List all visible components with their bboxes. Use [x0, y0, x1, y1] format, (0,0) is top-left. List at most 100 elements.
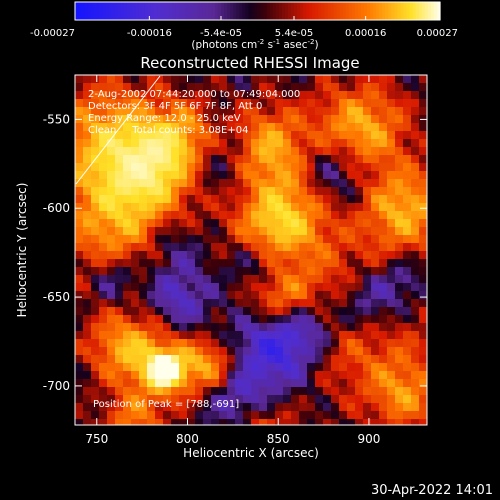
heatmap-cell: [203, 107, 212, 116]
heatmap-cell: [379, 323, 388, 332]
heatmap-cell: [259, 107, 268, 116]
heatmap-cell: [371, 211, 380, 220]
heatmap-cell: [147, 283, 156, 292]
heatmap-cell: [123, 147, 132, 156]
heatmap-cell: [251, 195, 260, 204]
heatmap-cell: [307, 419, 316, 426]
heatmap-cell: [259, 411, 268, 420]
heatmap-cell: [227, 219, 236, 228]
heatmap-cell: [75, 355, 84, 364]
heatmap-cell: [363, 371, 372, 380]
heatmap-cell: [379, 419, 388, 426]
heatmap-cell: [259, 267, 268, 276]
heatmap-cell: [323, 139, 332, 148]
heatmap-cell: [307, 115, 316, 124]
heatmap-cell: [243, 155, 252, 164]
heatmap-cell: [99, 387, 108, 396]
heatmap-cell: [131, 187, 140, 196]
heatmap-cell: [155, 379, 164, 388]
heatmap-cell: [331, 195, 340, 204]
heatmap-cell: [171, 259, 180, 268]
heatmap-cell: [339, 227, 348, 236]
heatmap-cell: [179, 259, 188, 268]
heatmap-cell: [123, 99, 132, 108]
heatmap-cell: [323, 195, 332, 204]
heatmap-cell: [291, 267, 300, 276]
heatmap-cell: [243, 163, 252, 172]
heatmap-cell: [187, 363, 196, 372]
heatmap-cell: [219, 227, 228, 236]
heatmap-cell: [99, 179, 108, 188]
colorbar-segment: [382, 2, 386, 20]
heatmap-cell: [267, 403, 276, 412]
heatmap-cell: [419, 99, 428, 108]
heatmap-cell: [347, 203, 356, 212]
heatmap-cell: [219, 211, 228, 220]
heatmap-cell: [403, 155, 412, 164]
heatmap-cell: [203, 371, 212, 380]
heatmap-cell: [115, 131, 124, 140]
heatmap-cell: [131, 259, 140, 268]
heatmap-cell: [395, 235, 404, 244]
heatmap-cell: [387, 403, 396, 412]
heatmap-cell: [131, 147, 140, 156]
heatmap-cell: [131, 75, 140, 84]
heatmap-cell: [203, 123, 212, 132]
heatmap-cell: [83, 283, 92, 292]
heatmap-cell: [83, 411, 92, 420]
heatmap-cell: [299, 75, 308, 84]
heatmap-cell: [291, 179, 300, 188]
heatmap-cell: [307, 91, 316, 100]
heatmap-cell: [395, 275, 404, 284]
heatmap-cell: [347, 395, 356, 404]
heatmap-cell: [75, 99, 84, 108]
heatmap-cell: [291, 155, 300, 164]
heatmap-cell: [91, 251, 100, 260]
heatmap-cell: [147, 419, 156, 426]
heatmap-cell: [267, 259, 276, 268]
heatmap-cell: [339, 115, 348, 124]
heatmap-cell: [267, 195, 276, 204]
heatmap-cell: [371, 171, 380, 180]
heatmap-cell: [195, 147, 204, 156]
heatmap-cell: [139, 403, 148, 412]
heatmap-cell: [211, 91, 220, 100]
heatmap-cell: [83, 211, 92, 220]
heatmap-cell: [307, 403, 316, 412]
heatmap-cell: [323, 219, 332, 228]
heatmap-cell: [291, 419, 300, 426]
colorbar-segment: [266, 2, 271, 20]
heatmap-cell: [379, 139, 388, 148]
heatmap-cell: [211, 211, 220, 220]
heatmap-cell: [227, 307, 236, 316]
heatmap-cell: [299, 315, 308, 324]
heatmap-cell: [123, 259, 132, 268]
heatmap-cell: [123, 395, 132, 404]
colorbar-segment: [99, 2, 103, 20]
heatmap-cell: [419, 371, 428, 380]
heatmap-cell: [363, 355, 372, 364]
heatmap-cell: [347, 331, 356, 340]
heatmap-cell: [299, 91, 308, 100]
heatmap-cell: [403, 227, 412, 236]
heatmap-cell: [187, 323, 196, 332]
heatmap-cell: [371, 131, 380, 140]
heatmap-cell: [195, 339, 204, 348]
heatmap-cell: [91, 139, 100, 148]
heatmap-cell: [219, 275, 228, 284]
heatmap-cell: [211, 379, 220, 388]
heatmap-cell: [115, 123, 124, 132]
heatmap-cell: [187, 163, 196, 172]
heatmap-cell: [107, 179, 116, 188]
heatmap-cell: [91, 219, 100, 228]
heatmap-cell: [187, 99, 196, 108]
heatmap-cell: [99, 91, 108, 100]
heatmap-cell: [243, 259, 252, 268]
heatmap-cell: [243, 99, 252, 108]
heatmap-cell: [195, 379, 204, 388]
heatmap-cell: [379, 291, 388, 300]
heatmap-cell: [115, 211, 124, 220]
heatmap-cell: [419, 203, 428, 212]
heatmap-cell: [411, 251, 420, 260]
heatmap-cell: [123, 203, 132, 212]
